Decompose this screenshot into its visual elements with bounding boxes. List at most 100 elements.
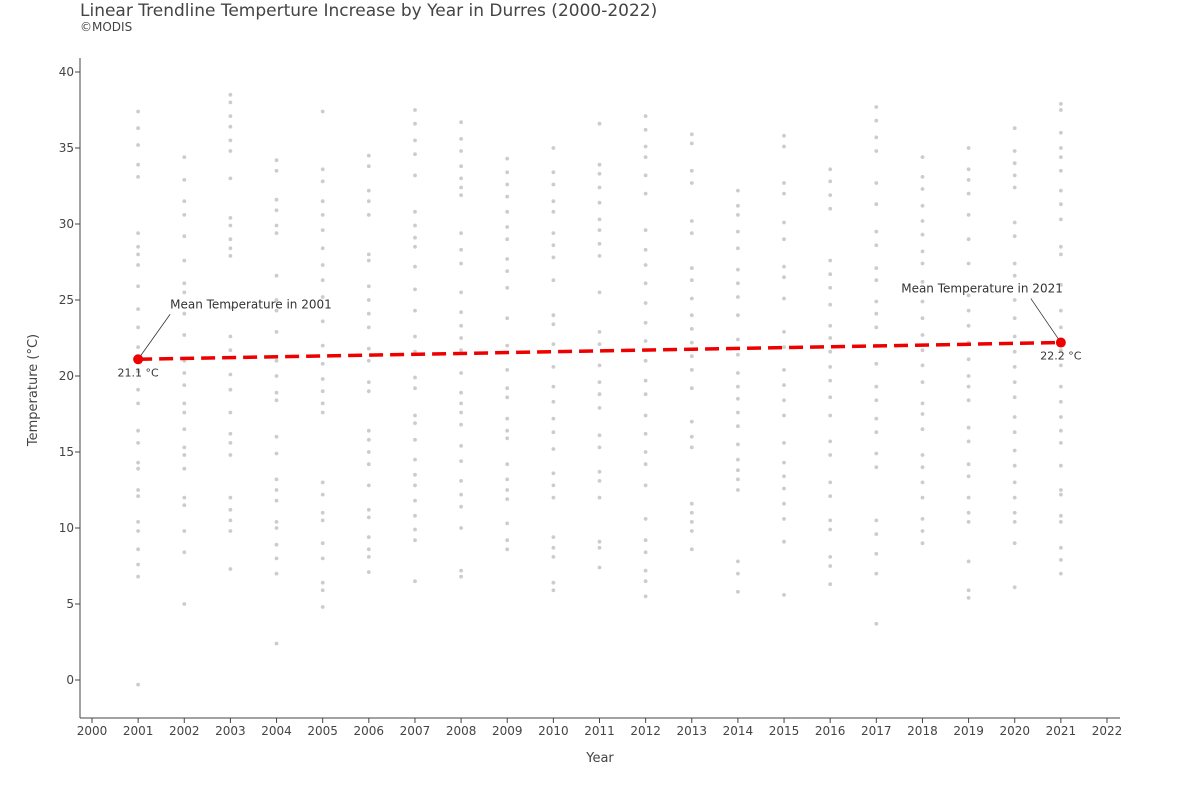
- scatter-point: [828, 527, 833, 532]
- scatter-point: [551, 495, 556, 500]
- scatter-point: [966, 439, 971, 444]
- scatter-point: [782, 501, 786, 506]
- scatter-point: [966, 462, 971, 467]
- scatter-point: [413, 437, 417, 442]
- scatter-point: [136, 263, 141, 267]
- x-tick-label: 2022: [1092, 724, 1123, 738]
- scatter-point: [182, 213, 187, 217]
- scatter-point: [828, 564, 833, 568]
- y-tick-label: 30: [59, 217, 74, 231]
- scatter-point: [136, 244, 141, 249]
- scatter-point: [366, 515, 371, 520]
- scatter-point: [551, 313, 556, 318]
- scatter-point: [366, 298, 371, 302]
- scatter-point: [966, 398, 971, 403]
- scatter-point: [182, 258, 187, 263]
- scatter-point: [366, 507, 371, 512]
- scatter-point: [413, 287, 417, 292]
- scatter-point: [782, 517, 786, 521]
- scatter-point: [505, 182, 510, 187]
- scatter-point: [413, 138, 417, 143]
- scatter-point: [551, 471, 556, 476]
- scatter-point: [228, 410, 233, 415]
- scatter-point: [228, 431, 233, 436]
- scatter-point: [597, 469, 602, 474]
- scatter-point: [1012, 185, 1017, 190]
- scatter-point: [736, 295, 740, 299]
- scatter-point: [413, 538, 417, 543]
- scatter-point: [459, 185, 463, 190]
- scatter-point: [643, 483, 648, 488]
- scatter-point: [828, 453, 833, 457]
- x-tick-label: 2016: [815, 724, 846, 738]
- scatter-point: [320, 228, 325, 233]
- scatter-point: [413, 264, 417, 269]
- scatter-point: [643, 228, 648, 233]
- scatter-point: [966, 213, 971, 217]
- scatter-point: [1059, 188, 1063, 193]
- scatter-point: [1012, 541, 1017, 546]
- scatter-point: [1059, 252, 1063, 257]
- scatter-point: [228, 100, 233, 105]
- scatter-point: [1059, 155, 1063, 160]
- scatter-point: [874, 229, 879, 234]
- scatter-point: [320, 319, 325, 324]
- scatter-point: [920, 453, 925, 457]
- scatter-point: [459, 137, 463, 141]
- scatter-point: [1012, 126, 1017, 131]
- scatter-point: [782, 486, 786, 491]
- scatter-point: [1012, 365, 1017, 369]
- scatter-point: [828, 167, 833, 172]
- scatter-point: [689, 445, 694, 450]
- y-tick-label: 25: [59, 293, 74, 307]
- scatter-point: [782, 191, 786, 196]
- scatter-point: [828, 258, 833, 263]
- y-tick-label: 0: [66, 673, 74, 687]
- scatter-point: [966, 425, 971, 430]
- scatter-point: [689, 181, 694, 185]
- scatter-point: [920, 541, 925, 546]
- scatter-point: [1059, 545, 1063, 550]
- scatter-point: [551, 545, 556, 550]
- scatter-point: [136, 387, 141, 392]
- scatter-point: [920, 427, 925, 432]
- scatter-point: [689, 296, 694, 301]
- scatter-point: [551, 182, 556, 187]
- scatter-point: [966, 510, 971, 515]
- scatter-point: [782, 593, 786, 597]
- scatter-point: [689, 354, 694, 359]
- scatter-point: [551, 447, 556, 451]
- scatter-point: [966, 559, 971, 564]
- scatter-point: [366, 213, 371, 217]
- scatter-point: [643, 301, 648, 305]
- scatter-point: [1012, 380, 1017, 384]
- scatter-point: [320, 541, 325, 546]
- scatter-point: [1059, 520, 1063, 524]
- x-tick-label: 2007: [400, 724, 431, 738]
- x-tick-label: 2010: [538, 724, 569, 738]
- scatter-point: [828, 302, 833, 307]
- scatter-point: [182, 453, 187, 457]
- scatter-point: [505, 488, 510, 492]
- scatter-point: [1059, 202, 1063, 207]
- x-tick-label: 2014: [723, 724, 754, 738]
- scatter-point: [643, 392, 648, 397]
- scatter-point: [228, 334, 233, 339]
- scatter-point: [966, 308, 971, 313]
- scatter-point: [920, 299, 925, 304]
- scatter-point: [366, 389, 371, 394]
- scatter-point: [874, 311, 879, 316]
- scatter-point: [459, 444, 463, 448]
- scatter-point: [366, 346, 371, 351]
- scatter-point: [966, 474, 971, 479]
- scatter-point: [736, 410, 740, 415]
- x-tick-label: 2012: [630, 724, 661, 738]
- scatter-point: [320, 263, 325, 267]
- scatter-point: [551, 384, 556, 389]
- scatter-point: [1059, 513, 1063, 518]
- scatter-point: [966, 237, 971, 242]
- scatter-point: [874, 135, 879, 140]
- trendline-layer: [138, 340, 1061, 362]
- scatter-point: [551, 365, 556, 369]
- scatter-point: [689, 219, 694, 223]
